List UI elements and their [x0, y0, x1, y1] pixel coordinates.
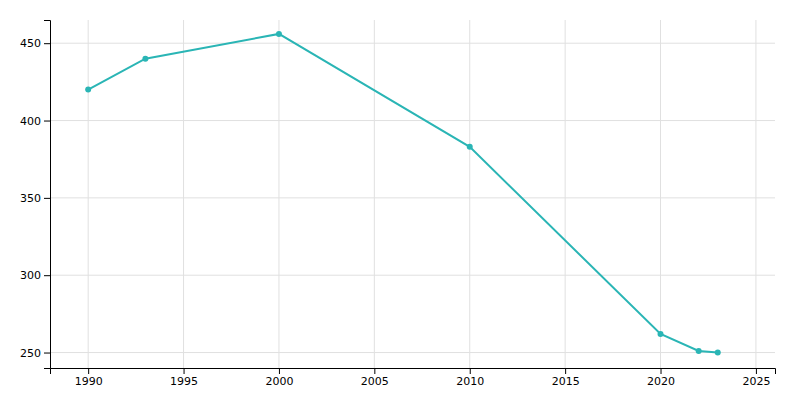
x-axis-line [51, 369, 776, 375]
y-tick: 250 [20, 347, 50, 360]
x-tick: 1990 [75, 368, 103, 388]
x-tick-label: 1990 [75, 375, 103, 388]
x-tick-label: 2005 [361, 375, 389, 388]
y-tick: 450 [20, 37, 50, 50]
grid-line-x [374, 20, 375, 368]
point [142, 56, 148, 62]
grid-line-y [50, 275, 775, 276]
data-marks [85, 31, 721, 356]
y-tick: 350 [20, 192, 50, 205]
x-tick: 2010 [456, 368, 484, 388]
x-tick: 2020 [647, 368, 675, 388]
y-axis: 250 300 350 400 450 [20, 21, 51, 369]
y-tick-label: 300 [20, 269, 41, 282]
x-tick-mark [661, 368, 662, 374]
x-tick-label: 2000 [265, 375, 293, 388]
point [276, 31, 282, 37]
x-tick-label: 2010 [456, 375, 484, 388]
point [467, 144, 473, 150]
x-tick-mark [184, 368, 185, 374]
y-tick-mark [44, 43, 50, 44]
x-tick: 2025 [742, 368, 770, 388]
x-tick-mark [470, 368, 471, 374]
x-tick-mark [565, 368, 566, 374]
grid-line-x [565, 20, 566, 368]
x-tick-mark [374, 368, 375, 374]
x-tick-mark [88, 368, 89, 374]
y-tick-mark [44, 353, 50, 354]
plot-area: 1990 1995 2000 2005 2010 2015 2020 2025 250 300 35… [20, 20, 776, 388]
grid-line-x [469, 20, 470, 368]
y-tick-label: 250 [20, 347, 41, 360]
grid-line-x [755, 20, 756, 368]
x-tick-label: 2025 [742, 375, 770, 388]
x-axis: 1990 1995 2000 2005 2010 2015 2020 2025 [51, 368, 776, 388]
x-tick: 2000 [265, 368, 293, 388]
point [715, 350, 721, 356]
y-tick: 300 [20, 269, 50, 282]
y-tick-mark [44, 121, 50, 122]
grid-line-x [183, 20, 184, 368]
y-tick-label: 350 [20, 192, 41, 205]
y-tick: 400 [20, 115, 50, 128]
x-tick-label: 2015 [552, 375, 580, 388]
x-tick: 1995 [170, 368, 198, 388]
y-tick-mark [44, 198, 50, 199]
grid-line-x [88, 20, 89, 368]
x-tick-label: 2020 [647, 375, 675, 388]
line [88, 34, 718, 353]
y-tick-label: 450 [20, 37, 41, 50]
grid-line-y [50, 352, 775, 353]
grid-line-y [50, 120, 775, 121]
point [696, 348, 702, 354]
y-tick-label: 400 [20, 115, 41, 128]
x-tick: 2005 [361, 368, 389, 388]
x-tick-label: 1995 [170, 375, 198, 388]
x-tick-mark [279, 368, 280, 374]
grid-line-x [660, 20, 661, 368]
grid-line-y [50, 43, 775, 44]
x-tick-mark [756, 368, 757, 374]
point [658, 331, 664, 337]
grid-line-y [50, 197, 775, 198]
grid [50, 20, 775, 368]
point [85, 87, 91, 93]
x-tick: 2015 [552, 368, 580, 388]
chart-container: 1990 1995 2000 2005 2010 2015 2020 2025 250 300 35… [0, 0, 800, 400]
y-tick-mark [44, 275, 50, 276]
grid-line-x [278, 20, 279, 368]
chart-svg: 1990 1995 2000 2005 2010 2015 2020 2025 250 300 35… [0, 0, 800, 400]
y-axis-line [44, 21, 51, 369]
